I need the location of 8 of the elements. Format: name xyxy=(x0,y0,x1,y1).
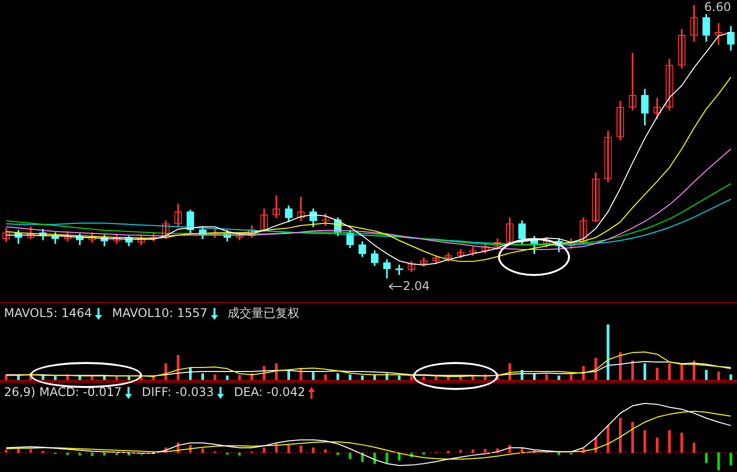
text: 26,9) MACD: -0.017 xyxy=(4,385,122,399)
text: MAVOL5: 1464 xyxy=(4,306,92,320)
text: DIFF: -0.033 xyxy=(142,385,214,399)
text: 2.04 xyxy=(402,279,430,294)
annotation: 6.60 xyxy=(704,0,731,14)
text: MAVOL10: 1557 xyxy=(112,306,208,320)
text: 成交量已复权 xyxy=(228,306,300,320)
text: DEA: -0.042 xyxy=(234,385,306,399)
